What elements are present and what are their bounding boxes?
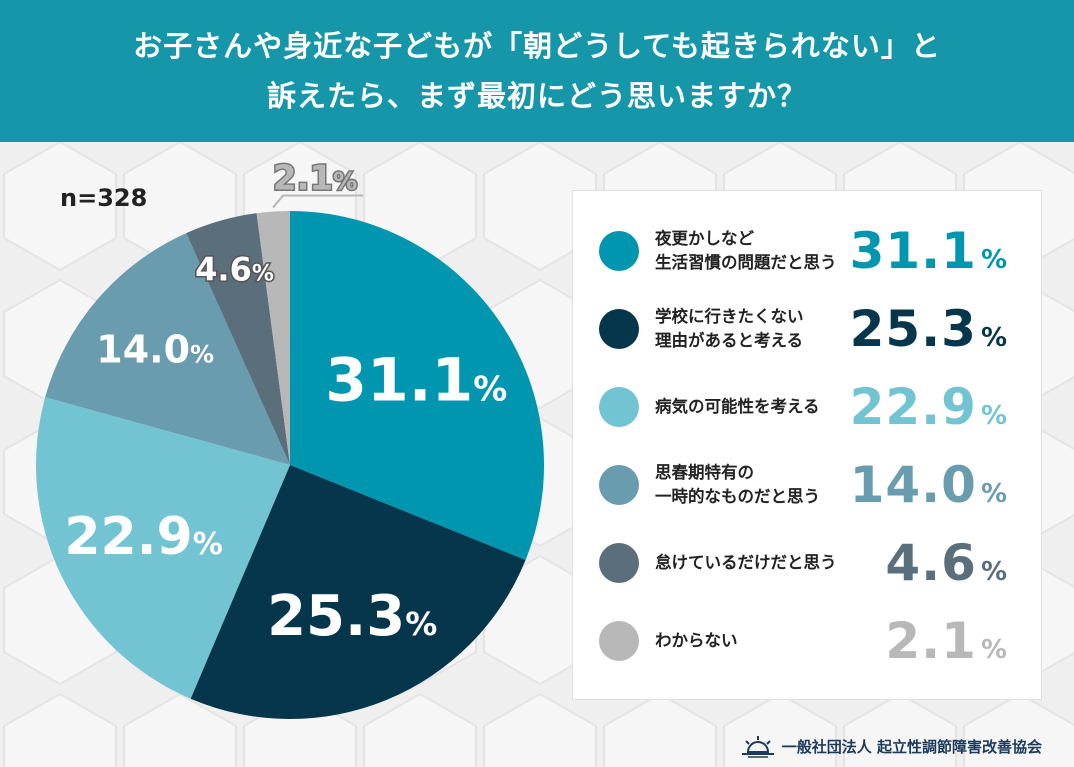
legend-label-line: 学校に行きたくない: [655, 307, 804, 326]
legend-label-line: 一時的なものだと思う: [655, 487, 820, 506]
slice-value-label-1: 31.1%: [325, 346, 507, 416]
legend-label: 学校に行きたくない 理由があると考える: [655, 289, 870, 369]
legend-color-dot: [599, 309, 639, 349]
slice-value-label-6: 2.1%: [273, 159, 357, 199]
legend-label: 病気の可能性を考える: [655, 367, 870, 447]
slice-value-label-5: 4.6%: [195, 251, 274, 289]
legend-item-1: 夜更かしなど 生活習慣の問題だと思う 31.1%: [573, 211, 1043, 291]
legend-label: 怠けているだけだと思う: [655, 523, 870, 603]
legend-label-line: わからない: [655, 631, 738, 650]
legend-label: わからない: [655, 601, 870, 681]
legend-item-2: 学校に行きたくない 理由があると考える 25.3%: [573, 289, 1043, 369]
legend-label: 思春期特有の一時的なものだと思う: [655, 445, 870, 525]
legend-color-dot: [599, 543, 639, 583]
legend-color-dot: [599, 231, 639, 271]
legend-value: 31.1%: [850, 219, 1007, 283]
slice-value-label-4: 14.0%: [96, 327, 214, 371]
legend-value-unit: %: [980, 245, 1007, 275]
pie-slice-5: [186, 213, 290, 465]
pie-chart: 31.1% 25.3% 22.9% 14.0% 4.6% 2.1%: [35, 157, 544, 719]
slice-value-label-2: 25.3%: [267, 584, 437, 649]
legend-item-3: 病気の可能性を考える 22.9%: [573, 367, 1043, 447]
legend-value-number: 25.3: [849, 300, 977, 358]
sunrise-logo-icon: [741, 736, 774, 758]
legend-label-line: 理由があると考える: [655, 331, 804, 350]
legend-color-dot: [599, 621, 639, 661]
question-line-1: お子さんや身近な子どもが「朝どうしても起きられない」と: [133, 29, 941, 63]
leader-line-slice-6: [272, 194, 363, 209]
legend-color-dot: [599, 387, 639, 427]
legend-item-4: 思春期特有の 一時的なものだと思う 14.0%: [573, 445, 1043, 525]
legend-panel: 夜更かしなど 生活習慣の問題だと思う 31.1% 学校に行きたくない 理由があると考える…: [572, 190, 1042, 700]
legend-color-dot: [599, 465, 639, 505]
legend-value-number: 14.0: [849, 456, 977, 514]
legend-value-unit: %: [980, 323, 1007, 353]
legend-value-unit: %: [980, 557, 1007, 587]
legend-value: 14.0%: [850, 453, 1007, 517]
legend-label-line: 夜更かしなど: [655, 229, 754, 248]
slice-value-label-3: 22.9%: [64, 507, 222, 567]
legend-label-line: 思春期特有の: [655, 463, 754, 482]
footer-credit: 一般社団法人 起立性調節障害改善協会: [740, 734, 1042, 758]
sample-size-label: n=328: [60, 184, 148, 212]
legend-value-unit: %: [980, 401, 1007, 431]
legend-value: 25.3%: [850, 297, 1007, 361]
legend-item-6: わからない 2.1%: [573, 601, 1043, 681]
pie-slice-2: [190, 465, 526, 719]
legend-value-number: 31.1: [849, 222, 977, 280]
organization-name: 一般社団法人 起立性調節障害改善協会: [781, 737, 1042, 756]
legend-label-line: 病気の可能性を考える: [655, 397, 820, 416]
legend-value-unit: %: [980, 635, 1007, 665]
legend-value: 22.9%: [850, 375, 1007, 439]
legend-value: 4.6%: [885, 531, 1007, 595]
pie-slice-6: [256, 211, 290, 465]
legend-value: 2.1%: [885, 609, 1007, 673]
question-header: お子さんや身近な子どもが「朝どうしても起きられない」と 訴えたら、まず最初にどう…: [0, 0, 1074, 142]
legend-label-line: 生活習慣の問題だと思う: [655, 253, 837, 272]
legend-value-number: 22.9: [849, 378, 977, 436]
pie-slice-3: [35, 397, 291, 699]
question-line-2: 訴えたら、まず最初にどう思いますか？: [266, 79, 807, 113]
pie-slice-1: [290, 211, 544, 560]
legend-value-number: 2.1: [885, 612, 977, 670]
legend-label-line: 怠けているだけだと思う: [655, 553, 837, 572]
legend-item-5: 怠けているだけだと思う 4.6%: [573, 523, 1043, 603]
pie-slice-4: [45, 233, 290, 465]
legend-label: 夜更かしなど生活習慣の問題だと思う: [655, 211, 870, 291]
legend-value-unit: %: [980, 479, 1007, 509]
legend-value-number: 4.6: [885, 534, 977, 592]
